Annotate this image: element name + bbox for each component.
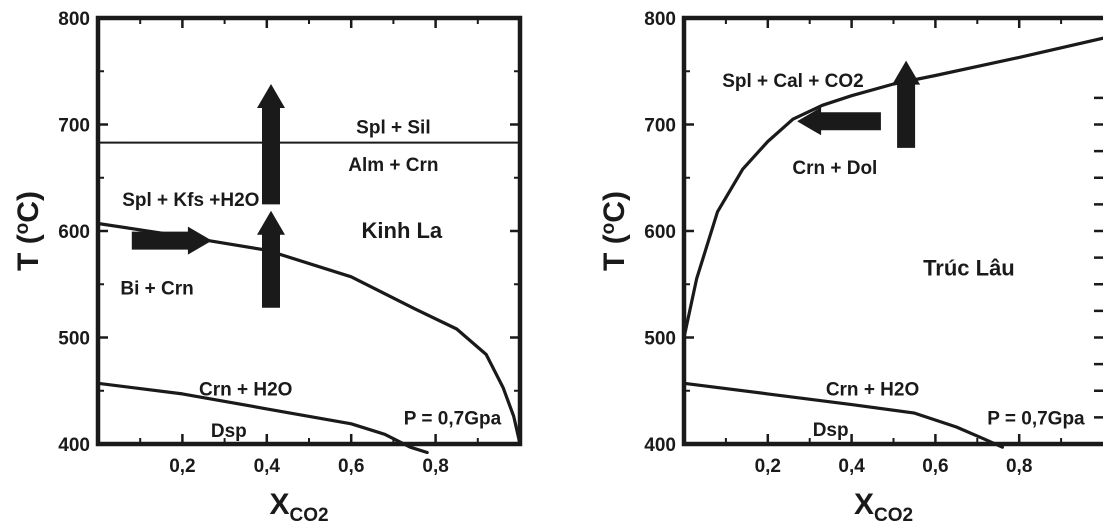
phase-field-label: Dsp: [211, 421, 247, 442]
x-tick-label: 0,4: [838, 456, 865, 477]
y-tick-label: 800: [644, 9, 676, 30]
phase-boundary-line: [682, 36, 1103, 340]
phase-boundary-line: [96, 381, 429, 455]
x-axis-title: XCO2: [854, 488, 913, 524]
phase-field-label: P = 0,7Gpa: [404, 408, 502, 429]
x-tick-label: 0,6: [922, 456, 948, 477]
phase-boundary-line: [96, 221, 522, 446]
site-label: Kinh La: [362, 218, 443, 243]
chart-panel-1: 400 500 600 700 800 0,2 0,4 0,6 0,8 XCO2 T (oC) Spl…: [12, 9, 523, 524]
y-tick-label: 400: [58, 435, 90, 456]
arrow-up: [892, 60, 921, 148]
phase-field-label: P = 0,7Gpa: [987, 408, 1085, 429]
y-tick-label: 500: [58, 329, 90, 350]
y-tick-label: 700: [58, 116, 90, 137]
arrow-left: [797, 107, 881, 136]
x-tick-label: 0,2: [169, 456, 195, 477]
chart-panel-2: 400 500 600 700 800 0,2 0,4 0,6 0,8 XCO2 T (oC) Spl…: [598, 9, 1103, 524]
y-tick-label: 400: [644, 435, 676, 456]
x-axis-title: XCO2: [269, 488, 328, 524]
y-tick-label: 600: [644, 222, 676, 243]
x-tick-label: 0,2: [755, 456, 781, 477]
plot-frame: [95, 15, 523, 447]
x-tick-label: 0,4: [254, 456, 281, 477]
arrow-right: [131, 226, 212, 255]
y-tick-label: 500: [644, 329, 676, 350]
x-tick-label: 0,8: [1006, 456, 1032, 477]
phase-field-label: Spl + Kfs +H2O: [122, 190, 259, 211]
arrow-up: [257, 84, 285, 205]
phase-field-label: Spl + Cal + CO2: [722, 71, 864, 92]
y-tick-label: 700: [644, 116, 676, 137]
site-label: Trúc Lâu: [923, 255, 1015, 280]
phase-field-label: Dsp: [813, 420, 849, 441]
phase-field-label: Alm + Crn: [348, 155, 438, 176]
y-axis-title: T (oC): [12, 191, 45, 271]
phase-field-label: Spl + Sil: [356, 118, 430, 139]
phase-field-label: Crn + H2O: [199, 380, 292, 401]
phase-boundary-line: [682, 381, 1004, 449]
y-tick-label: 800: [58, 9, 90, 30]
phase-field-label: Crn + Dol: [792, 158, 877, 179]
y-tick-label: 600: [58, 222, 90, 243]
phase-field-label: Bi + Crn: [120, 278, 193, 299]
arrow-up: [257, 210, 285, 308]
x-tick-label: 0,6: [338, 456, 364, 477]
phase-field-label: Crn + H2O: [826, 380, 919, 401]
x-tick-label: 0,8: [422, 456, 448, 477]
y-axis-title: T (oC): [598, 191, 631, 271]
